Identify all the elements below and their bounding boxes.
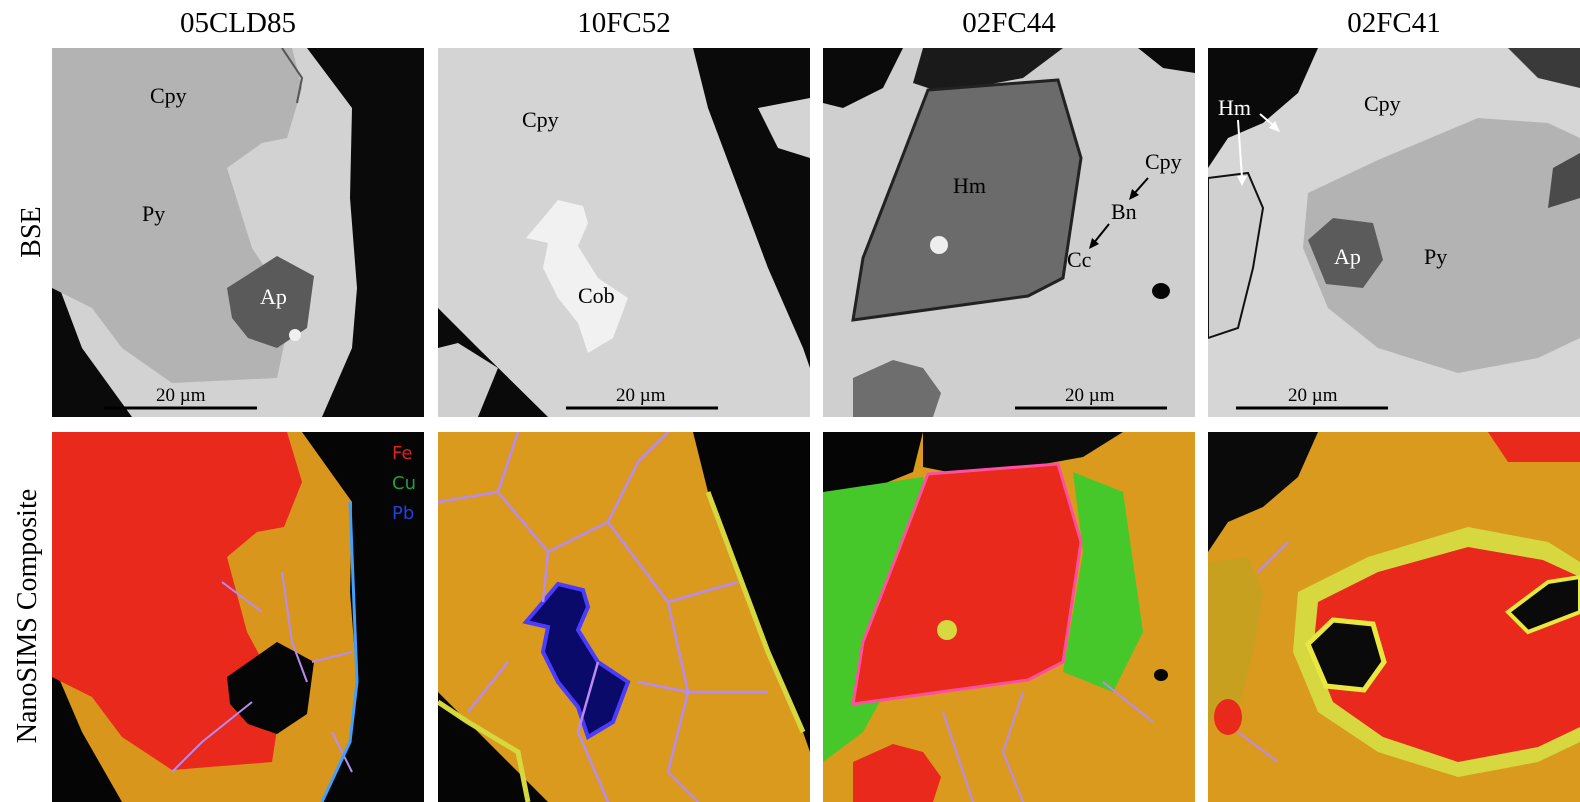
bse-image-10FC52 [438,48,810,417]
mineral-label-cpy: Cpy [1364,91,1401,116]
bse-image-05CLD85 [52,48,424,417]
legend-pb: Pb [392,503,415,524]
bse-panel-02FC41: Hm Cpy Ap Py 20 µm [1208,48,1580,417]
column-title-10FC52: 10FC52 [577,7,671,39]
mineral-label-cob: Cob [578,283,615,308]
nanosims-image-10FC52 [438,432,810,802]
column-title-05CLD85: 05CLD85 [180,7,296,39]
row-label-bse: BSE [16,206,47,258]
column-title-02FC41: 02FC41 [1347,7,1441,39]
bse-panel-10FC52: Cpy Cob 20 µm [438,48,810,417]
bse-panel-05CLD85: Cpy Py Ap 20 µm [52,48,424,417]
scale-bar-label: 20 µm [616,385,666,406]
bse-image-02FC44 [823,48,1195,417]
nanosims-panel-05CLD85: Fe Cu Pb [52,432,424,802]
mineral-label-hm: Hm [1218,95,1251,120]
mineral-label-py: Py [142,201,166,226]
mineral-label-py: Py [1424,244,1448,269]
mineral-label-bn: Bn [1111,199,1137,224]
mineral-label-hm: Hm [953,173,986,198]
scale-bar-label: 20 µm [156,385,206,406]
column-title-02FC44: 02FC44 [962,7,1056,39]
mineral-label-cpy: Cpy [522,107,559,132]
bse-image-02FC41 [1208,48,1580,417]
arrow-icon [1089,177,1149,249]
bse-panel-02FC44: Hm Cpy Bn Cc 20 µm [823,48,1195,417]
nanosims-image-02FC41 [1208,432,1580,802]
scale-bar-label: 20 µm [1065,385,1115,406]
nanosims-panel-02FC44 [823,432,1195,802]
nanosims-image-05CLD85 [52,432,424,802]
nanosims-image-02FC44 [823,432,1195,802]
legend-cu: Cu [392,473,416,494]
row-label-nanosims: NanoSIMS Composite [12,488,43,744]
mineral-label-cpy: Cpy [1145,149,1182,174]
mineral-label-ap: Ap [260,284,287,309]
mineral-label-cpy: Cpy [150,83,187,108]
nanosims-panel-10FC52 [438,432,810,802]
mineral-label-ap: Ap [1334,244,1361,269]
nanosims-panel-02FC41 [1208,432,1580,802]
legend-fe: Fe [392,443,413,464]
arrow-icon [1237,113,1280,186]
mineral-label-cc: Cc [1067,247,1092,272]
scale-bar-label: 20 µm [1288,385,1338,406]
